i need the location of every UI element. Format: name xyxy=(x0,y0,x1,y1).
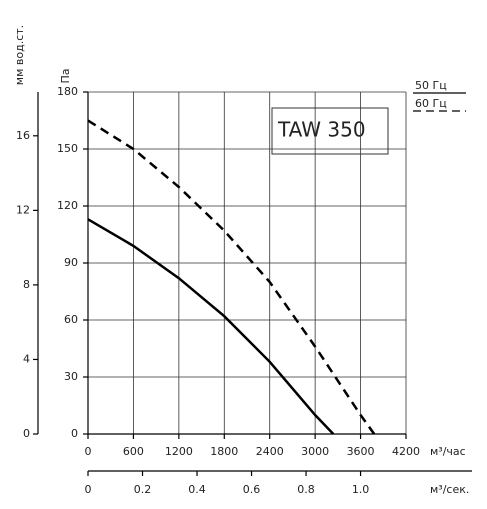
x2-axis-label: м³/сек. xyxy=(430,483,469,496)
x-axis-label: м³/час xyxy=(430,445,466,458)
series-line xyxy=(87,218,335,435)
x-tick-label: 1200 xyxy=(165,445,193,458)
y-tick-label: 120 xyxy=(57,199,78,212)
legend-label: 60 Гц xyxy=(415,97,447,110)
y2-tick-label: 0 xyxy=(23,427,30,440)
y2-tick-label: 4 xyxy=(23,352,30,365)
y-tick-label: 150 xyxy=(57,142,78,155)
y2-axis-label: мм вод.ст. xyxy=(13,25,26,85)
x-tick-label: 0 xyxy=(85,445,92,458)
x-tick-label: 4200 xyxy=(392,445,420,458)
y2-tick-label: 8 xyxy=(23,278,30,291)
x2-tick-label: 0 xyxy=(85,483,92,496)
y-tick-label: 60 xyxy=(64,313,78,326)
y2-tick-label: 16 xyxy=(16,129,30,142)
y2-tick-label: 12 xyxy=(16,203,30,216)
x2-tick-label: 1.0 xyxy=(352,483,370,496)
x2-tick-label: 0.8 xyxy=(297,483,315,496)
x-tick-label: 1800 xyxy=(210,445,238,458)
x-tick-label: 600 xyxy=(123,445,144,458)
chart-title: TAW 350 xyxy=(277,118,366,142)
x-tick-label: 3600 xyxy=(347,445,375,458)
legend-label: 50 Гц xyxy=(415,79,447,92)
series-line xyxy=(87,119,376,435)
title-box xyxy=(271,107,389,155)
x-tick-label: 2400 xyxy=(256,445,284,458)
x2-tick-label: 0.6 xyxy=(243,483,261,496)
y-tick-label: 0 xyxy=(71,427,78,440)
x-tick-label: 3000 xyxy=(301,445,329,458)
y-tick-label: 30 xyxy=(64,370,78,383)
y-tick-label: 90 xyxy=(64,256,78,269)
y-tick-label: 180 xyxy=(57,85,78,98)
y-axis-label: Па xyxy=(59,68,72,83)
x2-tick-label: 0.2 xyxy=(134,483,152,496)
x2-tick-label: 0.4 xyxy=(188,483,206,496)
